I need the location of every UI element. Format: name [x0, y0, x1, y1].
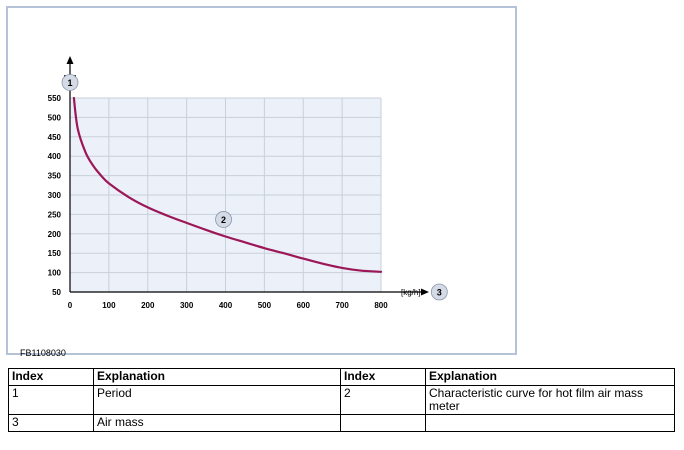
legend-cell: Characteristic curve for hot film air ma… — [425, 385, 675, 415]
header-explanation-1: Explanation — [93, 368, 341, 386]
callout-marker — [430, 283, 448, 301]
callout-marker — [61, 74, 79, 91]
series-line — [72, 96, 383, 273]
callout-label: 2 — [221, 215, 226, 225]
figure-frame: 0 100 200 300 400 500 600 700 800 50 100 150 200 250 3… — [6, 6, 517, 358]
y-tick-label: 50 — [52, 288, 61, 297]
x-tick-label: 200 — [141, 301, 155, 310]
y-tick-label: 200 — [48, 230, 62, 239]
y-tick-label: 350 — [48, 172, 62, 181]
x-unit-label: [kg/h] — [401, 288, 421, 297]
x-tick-label: 400 — [219, 301, 233, 310]
x-axis-arrow — [421, 288, 429, 296]
y-tick-label: 500 — [48, 113, 62, 122]
y-tick-label: 100 — [48, 269, 62, 278]
y-tick-label: 400 — [48, 152, 62, 161]
legend-row: 1 Period 2 Characteristic curve for hot … — [8, 385, 675, 415]
callout-label: 1 — [67, 78, 72, 88]
y-tick-label: 550 — [48, 94, 62, 103]
legend-cell: Period — [93, 385, 341, 415]
x-tick-label: 300 — [180, 301, 194, 310]
y-tick-label: 450 — [48, 133, 62, 142]
header-index-2: Index — [340, 368, 426, 386]
legend-cell: 1 — [8, 385, 94, 415]
y-tick-label: 250 — [48, 210, 62, 219]
y-tick-label: 150 — [48, 249, 62, 258]
legend-cell — [340, 414, 426, 432]
legend-cell — [425, 414, 675, 432]
x-tick-label: 0 — [68, 301, 73, 310]
legend-cell: 2 — [340, 385, 426, 415]
x-tick-label: 600 — [297, 301, 311, 310]
figure-id: FB1108030 — [20, 348, 66, 358]
callout-marker — [215, 211, 232, 228]
header-explanation-2: Explanation — [425, 368, 675, 386]
x-tick-label: 700 — [335, 301, 349, 310]
legend-header-row: Index Explanation Index Explanation — [8, 368, 675, 386]
y-axis-arrow — [66, 56, 74, 64]
legend-table: Index Explanation Index Explanation 1 Pe… — [8, 368, 675, 432]
legend-cell: Air mass — [93, 414, 341, 432]
y-tick-label: 300 — [48, 191, 62, 200]
legend-cell: 3 — [8, 414, 94, 432]
legend-row: 3 Air mass — [8, 414, 675, 432]
x-tick-label: 100 — [102, 301, 116, 310]
x-tick-label: 500 — [258, 301, 272, 310]
callout-label: 3 — [437, 288, 442, 298]
x-tick-label: 800 — [374, 301, 388, 310]
header-index-1: Index — [8, 368, 94, 386]
characteristic-curve-chart: 0 100 200 300 400 500 600 700 800 50 100 150 200 250 3… — [48, 56, 448, 310]
